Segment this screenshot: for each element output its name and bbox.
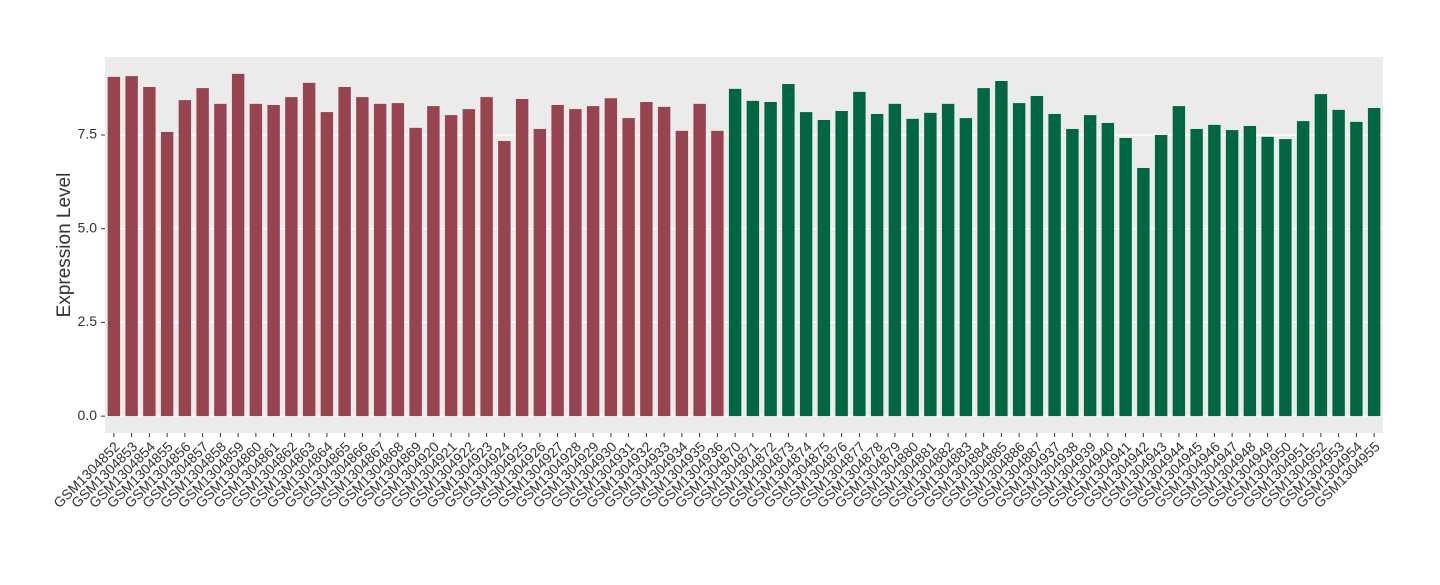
bar — [267, 104, 280, 417]
bar — [1172, 106, 1186, 417]
bar — [1137, 167, 1150, 417]
bar — [888, 103, 902, 417]
bar — [622, 118, 635, 417]
bar — [249, 103, 263, 417]
bar — [409, 127, 422, 417]
y-tick-label: 2.5 — [78, 313, 98, 329]
bar — [1243, 125, 1257, 417]
bar — [604, 98, 618, 417]
bar — [959, 118, 973, 417]
bar — [799, 112, 813, 417]
panel — [105, 57, 1383, 433]
bar — [533, 128, 547, 417]
bar — [178, 100, 192, 417]
bar — [657, 106, 671, 417]
bar — [373, 103, 387, 417]
y-tick-label: 7.5 — [78, 126, 98, 142]
bar — [391, 103, 405, 417]
bar — [160, 131, 174, 417]
bar — [302, 82, 316, 417]
bar — [551, 104, 564, 417]
y-axis-label: Expression Level — [54, 173, 75, 318]
bar — [143, 86, 156, 417]
bar — [444, 115, 458, 417]
bar — [1083, 115, 1097, 417]
bar — [1225, 130, 1239, 417]
bar — [107, 76, 121, 417]
bar — [214, 103, 227, 417]
bar — [427, 106, 440, 417]
bar — [1296, 121, 1310, 417]
bar — [498, 140, 511, 417]
bar — [1012, 103, 1026, 417]
bar — [462, 109, 476, 417]
bar — [1332, 109, 1345, 417]
bar — [320, 112, 334, 417]
bar — [125, 76, 138, 417]
bar — [746, 100, 760, 417]
bar — [711, 130, 724, 417]
bar — [906, 118, 919, 417]
bar — [941, 103, 955, 417]
bar — [817, 119, 831, 417]
bar — [515, 98, 529, 417]
bar — [1190, 128, 1203, 417]
bar — [782, 83, 795, 417]
bar — [728, 88, 742, 417]
bar — [1367, 107, 1381, 417]
y-tick-label: 5.0 — [78, 219, 98, 235]
bar — [835, 110, 848, 417]
bar — [586, 106, 600, 417]
bar — [480, 97, 493, 417]
bar — [1279, 139, 1292, 417]
bar — [196, 88, 209, 417]
bar — [924, 112, 937, 417]
bar — [693, 103, 706, 417]
bar — [640, 101, 653, 417]
bar — [569, 109, 582, 417]
bar — [764, 101, 777, 417]
bar — [338, 86, 351, 417]
bar — [1101, 122, 1115, 417]
bar — [231, 73, 245, 417]
bar — [1154, 134, 1168, 417]
bar — [1048, 113, 1061, 417]
y-tick-label: 0.0 — [78, 407, 98, 423]
bar — [675, 130, 689, 417]
bar — [1261, 136, 1274, 417]
bar — [1030, 95, 1044, 417]
bar — [1208, 124, 1221, 417]
bar — [853, 91, 866, 417]
bar — [1119, 137, 1132, 417]
bar — [995, 80, 1008, 417]
bar — [977, 88, 990, 417]
bar — [1350, 121, 1363, 417]
bar — [356, 97, 369, 417]
bar — [285, 97, 298, 417]
bar — [1314, 94, 1328, 417]
bar — [1066, 128, 1079, 417]
bar — [870, 113, 884, 417]
